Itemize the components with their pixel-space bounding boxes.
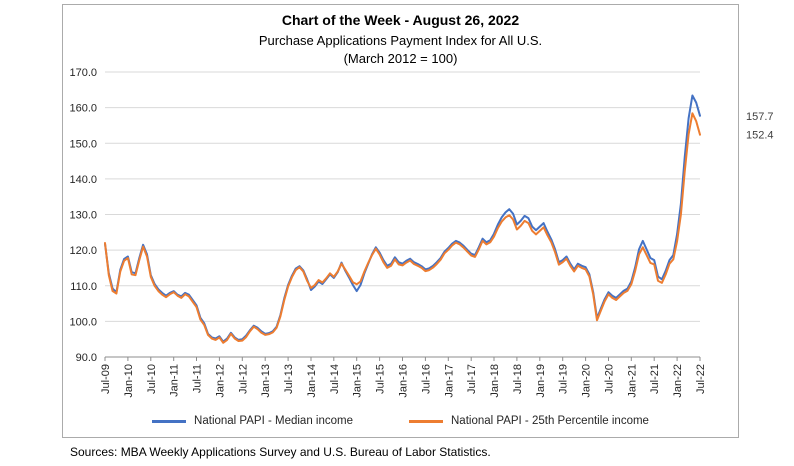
chart-legend: National PAPI - Median income National P… [62, 415, 739, 427]
x-tick-label: Jul-16 [420, 364, 432, 394]
x-tick-label: Jul-11 [192, 364, 204, 393]
x-tick-label: Jul-14 [329, 364, 341, 394]
series-end-label: 157.7 [746, 111, 774, 123]
x-tick-label: Jan-17 [443, 364, 455, 398]
chart-subtitle: Purchase Applications Payment Index for … [258, 33, 543, 48]
legend-item-25th-percentile[interactable]: National PAPI - 25th Percentile income [409, 415, 649, 427]
chart-subtitle-note: (March 2012 = 100) [343, 51, 458, 66]
x-tick-label: Jan-11 [169, 364, 181, 397]
x-tick-label: Jul-17 [466, 364, 478, 394]
source-note: Sources: MBA Weekly Applications Survey … [70, 445, 491, 459]
y-tick-label: 170.0 [69, 67, 97, 79]
y-tick-label: 100.0 [69, 316, 97, 328]
x-tick-label: Jan-18 [489, 364, 501, 398]
legend-label-median: National PAPI - Median income [194, 415, 353, 427]
x-tick-label: Jan-21 [626, 364, 638, 398]
y-tick-label: 130.0 [69, 210, 97, 222]
x-tick-label: Jul-15 [375, 364, 387, 394]
y-tick-label: 150.0 [69, 138, 97, 150]
x-tick-label: Jul-22 [695, 364, 707, 394]
x-tick-label: Jan-10 [123, 364, 135, 398]
y-tick-label: 140.0 [69, 174, 97, 186]
y-tick-label: 120.0 [69, 245, 97, 257]
x-tick-label: Jul-09 [100, 364, 112, 394]
legend-label-25th-percentile: National PAPI - 25th Percentile income [451, 415, 649, 427]
x-tick-label: Jul-20 [604, 364, 616, 394]
x-tick-label: Jul-10 [146, 364, 158, 394]
chart-title: Chart of the Week - August 26, 2022 [281, 12, 520, 28]
series-line [104, 112, 701, 344]
x-tick-label: Jul-13 [283, 364, 295, 394]
chart-container [62, 4, 739, 438]
x-tick-label: Jan-20 [581, 364, 593, 398]
median-line-swatch-icon [152, 419, 187, 423]
series-end-label: 152.4 [746, 130, 774, 142]
x-tick-label: Jan-22 [672, 364, 684, 398]
percentile25-line-swatch-icon [409, 419, 443, 423]
x-tick-label: Jul-21 [649, 364, 661, 394]
x-tick-label: Jan-16 [398, 364, 410, 398]
y-tick-label: 90.0 [76, 352, 97, 364]
y-tick-label: 110.0 [70, 281, 97, 293]
x-tick-label: Jan-13 [260, 364, 272, 398]
x-tick-label: Jan-15 [352, 364, 364, 398]
x-tick-label: Jul-19 [558, 364, 570, 394]
x-tick-label: Jul-12 [237, 364, 249, 394]
y-tick-label: 160.0 [69, 103, 97, 115]
x-tick-label: Jul-18 [512, 364, 524, 394]
legend-item-median[interactable]: National PAPI - Median income [152, 415, 353, 427]
x-tick-label: Jan-12 [214, 364, 226, 398]
x-tick-label: Jan-19 [535, 364, 547, 398]
x-tick-label: Jan-14 [306, 364, 318, 398]
